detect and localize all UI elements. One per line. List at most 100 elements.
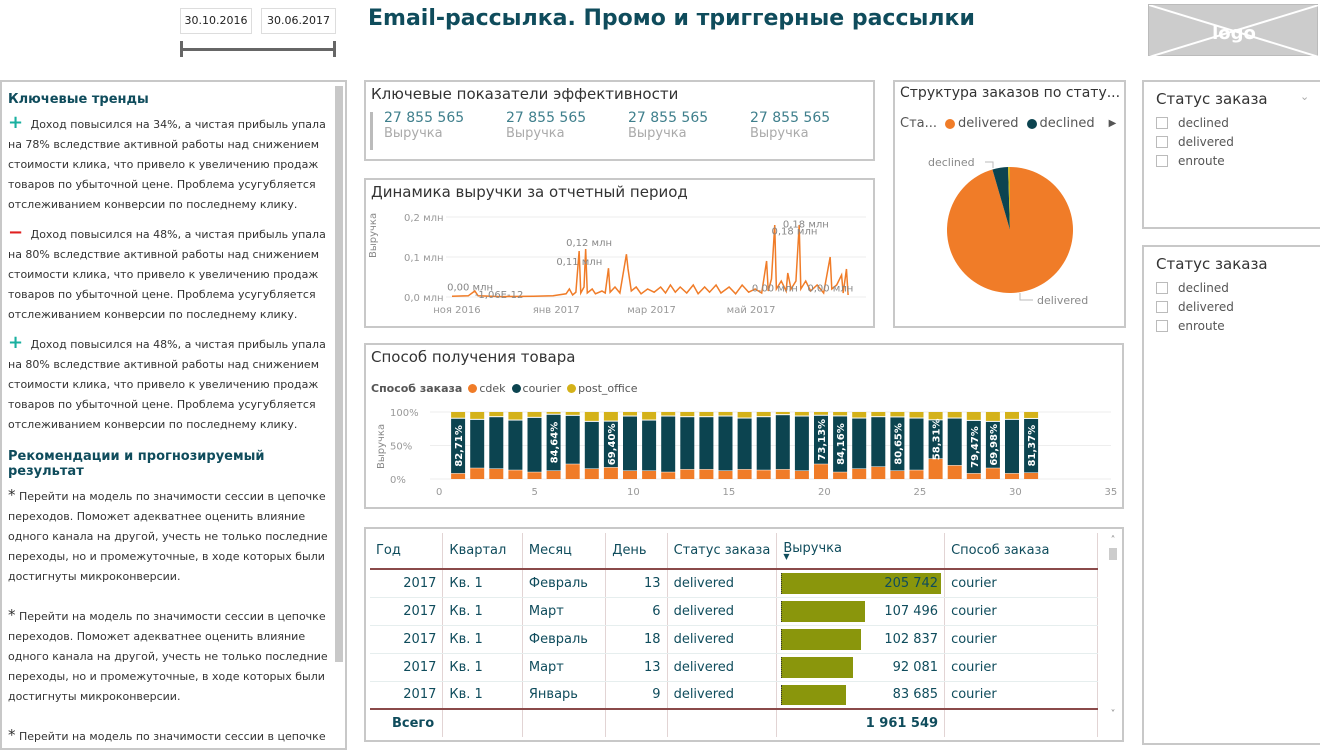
checkbox[interactable]: [1156, 301, 1168, 313]
bar-cdek[interactable]: [584, 468, 599, 479]
bar-courier[interactable]: [909, 418, 924, 470]
bar-post-office[interactable]: [814, 412, 828, 415]
scroll-down-icon[interactable]: ˅: [1110, 709, 1116, 720]
column-header[interactable]: День: [605, 533, 668, 570]
bar-courier[interactable]: [1005, 419, 1019, 474]
bar-cdek[interactable]: [680, 469, 695, 479]
slicer-option-delivered[interactable]: delivered: [1156, 135, 1234, 149]
column-header[interactable]: Статус заказа: [667, 533, 778, 570]
bar-cdek[interactable]: [1005, 473, 1019, 479]
bar-courier[interactable]: [852, 418, 867, 469]
bar-courier[interactable]: [775, 415, 790, 470]
bar-cdek[interactable]: [947, 465, 962, 479]
bar-post-office[interactable]: [909, 412, 924, 418]
column-header[interactable]: Квартал: [442, 533, 523, 570]
bar-courier[interactable]: [699, 417, 714, 470]
bar-post-office[interactable]: [451, 412, 466, 418]
bar-post-office[interactable]: [489, 412, 504, 417]
bar-post-office[interactable]: [642, 412, 657, 420]
bar-cdek[interactable]: [966, 473, 981, 479]
bar-cdek[interactable]: [1024, 472, 1039, 479]
bar-courier[interactable]: [584, 421, 599, 469]
bar-post-office[interactable]: [565, 412, 580, 415]
bar-cdek[interactable]: [985, 468, 1000, 479]
bar-cdek[interactable]: [489, 468, 504, 479]
bar-cdek[interactable]: [699, 469, 714, 479]
table-row[interactable]: 2017 Кв. 1 Март 6 delivered 107 496 courier: [370, 597, 1098, 626]
bar-courier[interactable]: [527, 417, 542, 472]
bar-post-office[interactable]: [966, 412, 981, 420]
bar-post-office[interactable]: [890, 412, 905, 417]
bar-cdek[interactable]: [833, 472, 848, 479]
bar-post-office[interactable]: [985, 412, 1000, 421]
bar-cdek[interactable]: [814, 464, 828, 479]
bar-post-office[interactable]: [871, 412, 886, 417]
bar-cdek[interactable]: [508, 470, 523, 479]
bar-cdek[interactable]: [909, 470, 924, 479]
bar-post-office[interactable]: [737, 412, 752, 418]
checkbox[interactable]: [1156, 136, 1168, 148]
panel-scrollbar[interactable]: [335, 86, 343, 662]
bar-cdek[interactable]: [451, 473, 466, 479]
checkbox[interactable]: [1156, 117, 1168, 129]
table-row[interactable]: 2017 Кв. 1 Февраль 18 delivered 102 837 courie…: [370, 625, 1098, 654]
bar-post-office[interactable]: [699, 412, 714, 417]
table-row[interactable]: 2017 Кв. 1 Февраль 13 delivered 205 742 courie…: [370, 569, 1098, 598]
bar-cdek[interactable]: [546, 470, 561, 479]
bar-courier[interactable]: [718, 416, 733, 471]
bar-post-office[interactable]: [546, 412, 561, 414]
bar-courier[interactable]: [661, 416, 676, 472]
bar-cdek[interactable]: [737, 469, 752, 479]
date-from-input[interactable]: 30.10.2016: [180, 8, 252, 34]
date-range-slider[interactable]: [180, 41, 336, 57]
bar-cdek[interactable]: [871, 466, 886, 479]
bar-courier[interactable]: [565, 415, 580, 464]
bar-courier[interactable]: [833, 416, 848, 472]
bar-courier[interactable]: [871, 417, 886, 467]
checkbox[interactable]: [1156, 282, 1168, 294]
bar-courier[interactable]: [966, 420, 981, 474]
bar-courier[interactable]: [985, 421, 1000, 468]
table-scrollbar[interactable]: ˄ ˅: [1106, 535, 1120, 720]
bar-courier[interactable]: [756, 417, 771, 470]
sort-desc-icon[interactable]: ▼: [783, 552, 790, 561]
bar-courier[interactable]: [546, 414, 561, 471]
bar-courier[interactable]: [642, 420, 657, 471]
bar-courier[interactable]: [947, 418, 962, 466]
pie-slice-declined[interactable]: [992, 167, 1010, 230]
chevron-down-icon[interactable]: ⌄: [1300, 90, 1310, 103]
bar-courier[interactable]: [451, 418, 466, 474]
bar-post-office[interactable]: [527, 412, 542, 417]
column-header[interactable]: Способ заказа: [944, 533, 1098, 570]
checkbox[interactable]: [1156, 155, 1168, 167]
bar-post-office[interactable]: [928, 412, 943, 420]
bar-cdek[interactable]: [642, 470, 657, 479]
column-header[interactable]: Год: [370, 533, 444, 570]
bar-post-office[interactable]: [470, 412, 485, 419]
bar-post-office[interactable]: [1005, 412, 1019, 419]
bar-cdek[interactable]: [794, 470, 809, 479]
bar-courier[interactable]: [470, 419, 485, 468]
bar-cdek[interactable]: [661, 472, 676, 479]
bar-courier[interactable]: [814, 415, 828, 464]
column-header[interactable]: Выручка ▼: [776, 533, 946, 570]
bar-cdek[interactable]: [603, 467, 618, 479]
bar-post-office[interactable]: [852, 412, 867, 418]
bar-post-office[interactable]: [680, 412, 695, 417]
bar-courier[interactable]: [623, 416, 637, 471]
bar-cdek[interactable]: [852, 468, 867, 479]
bar-cdek[interactable]: [890, 470, 905, 479]
bar-post-office[interactable]: [718, 412, 733, 416]
scroll-up-icon[interactable]: ˄: [1110, 535, 1116, 546]
bar-post-office[interactable]: [775, 412, 790, 415]
bar-post-office[interactable]: [508, 412, 523, 420]
bar-courier[interactable]: [508, 420, 523, 470]
slicer-option-enroute[interactable]: enroute: [1156, 154, 1225, 168]
bar-courier[interactable]: [603, 421, 618, 468]
bar-cdek[interactable]: [527, 472, 542, 479]
bar-post-office[interactable]: [623, 412, 637, 416]
bar-courier[interactable]: [794, 416, 809, 471]
legend-next-arrow-icon[interactable]: ▶: [1108, 118, 1117, 129]
bar-cdek[interactable]: [775, 469, 790, 479]
bar-courier[interactable]: [1024, 418, 1039, 473]
